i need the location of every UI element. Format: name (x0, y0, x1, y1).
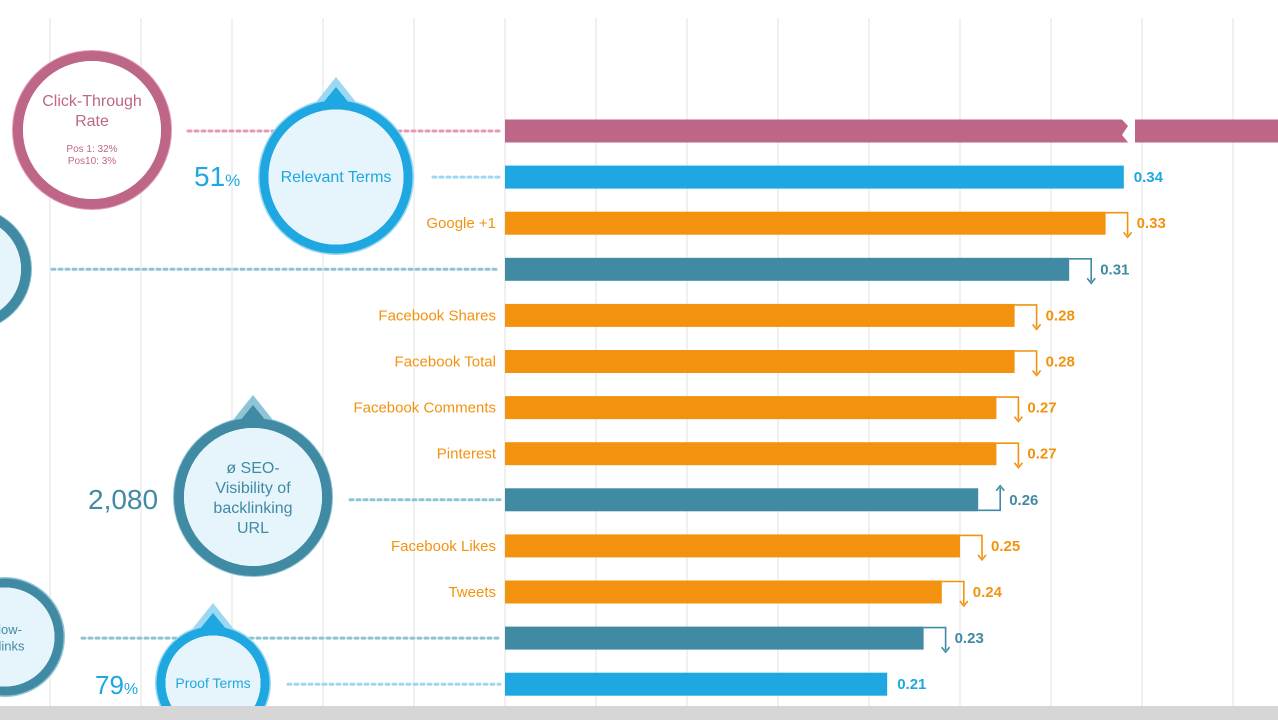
arrowhead-icon (1086, 277, 1096, 285)
bar-category-label: Pinterest (437, 446, 497, 463)
bar (505, 165, 1124, 189)
trend-down-icon (1105, 211, 1129, 236)
bar-value-label: 0.27 (1027, 400, 1056, 417)
bar-category-label: Google +1 (426, 215, 496, 232)
bar (505, 257, 1070, 281)
bar (505, 119, 1278, 143)
arrowhead-icon (1031, 370, 1042, 377)
bubble-title: cklinks (0, 638, 25, 653)
bar (505, 672, 888, 696)
bubble-title: ø SEO- (226, 460, 279, 477)
bar-value-label: 0.28 (1046, 354, 1075, 371)
bubble-core (184, 428, 322, 566)
bubble-pin-tip (195, 613, 231, 635)
bar-category-label: Facebook Shares (378, 307, 496, 324)
bubble-core (23, 61, 161, 199)
trend-down-icon (1069, 258, 1092, 282)
bar-value-label: 0.26 (1009, 492, 1038, 509)
bars-layer (505, 118, 1278, 696)
trend-down-icon (923, 626, 947, 651)
bubble-core (268, 109, 404, 245)
bar (505, 626, 924, 650)
arrowhead-icon (977, 554, 987, 562)
arrowhead-icon (1013, 462, 1024, 469)
arrowhead-icon (959, 600, 969, 608)
bar-value-label: 0.23 (955, 630, 984, 647)
bubble-subtitle: Pos 1: 32% (66, 144, 117, 155)
bubble-core (165, 635, 261, 720)
trend-down-icon (996, 396, 1020, 420)
arrowhead-icon (1031, 323, 1042, 331)
bar-value-label: 0.27 (1027, 446, 1056, 463)
bar (505, 534, 960, 558)
bubbles-layer: Click-Through Rate Pos 1: 32%Pos10: 3% Rele… (0, 50, 502, 720)
bar (505, 488, 979, 512)
bubble-pin-tip (235, 405, 271, 427)
bubble-title: URL (237, 520, 269, 537)
footer-band (0, 706, 1278, 720)
bar (505, 580, 942, 604)
arrowhead-icon (1122, 231, 1133, 239)
trend-down-icon (941, 580, 965, 604)
bar-value-label: 0.24 (973, 584, 1003, 601)
bubble-title: backlinking (213, 500, 292, 517)
bubble-title: Visibility of (215, 480, 291, 497)
bubble-title: Click-Through (42, 93, 142, 110)
bubble-stat-unit: % (225, 171, 240, 190)
bubble-stat: 2,080 (88, 484, 158, 515)
bar-category-label: Facebook Likes (391, 538, 496, 555)
bar-break-mark (1121, 118, 1135, 144)
bar-value-label: 0.31 (1100, 261, 1129, 278)
arrowhead-icon (995, 484, 1005, 492)
bubble-stat-unit: % (124, 681, 138, 698)
bar-category-label: Tweets (448, 584, 496, 601)
bar-value-label: 0.28 (1046, 307, 1075, 324)
arrowhead-icon (1013, 416, 1024, 423)
bubble-stat: 51% (194, 161, 240, 192)
trend-down-icon (960, 534, 983, 558)
bubble-core (0, 227, 21, 311)
arrowhead-icon (940, 646, 951, 654)
bubble-core (0, 587, 55, 687)
bubble-title: Relevant Terms (281, 169, 392, 186)
bar-category-label: Facebook Total (395, 354, 496, 371)
bar-value-label: 0.25 (991, 538, 1020, 555)
bar-value-label: 0.34 (1134, 169, 1164, 186)
bubble-title: Rate (75, 113, 109, 130)
trend-down-icon (996, 442, 1020, 466)
bubble-stat: 79% (95, 670, 138, 700)
bubble-title: Proof Terms (175, 675, 250, 691)
bubble-subtitle: Pos10: 3% (68, 156, 116, 167)
bar (505, 303, 1015, 327)
bar (505, 396, 997, 420)
bar (505, 442, 997, 466)
bar-value-label: 0.33 (1137, 215, 1166, 232)
bar-labels-layer: 0.34 0.33 Google +1 0.31 0.28 Facebook Shares… (353, 169, 1165, 693)
bubble-pin-tip (318, 87, 354, 109)
bar-category-label: Facebook Comments (353, 400, 496, 417)
bar (505, 350, 1015, 373)
bar (505, 211, 1106, 235)
trend-down-icon (1014, 304, 1038, 328)
trend-up-icon (978, 487, 1001, 512)
bar-value-label: 0.21 (897, 676, 926, 693)
trend-down-icon (1014, 350, 1038, 374)
bubble-title: ollow- (0, 622, 22, 637)
